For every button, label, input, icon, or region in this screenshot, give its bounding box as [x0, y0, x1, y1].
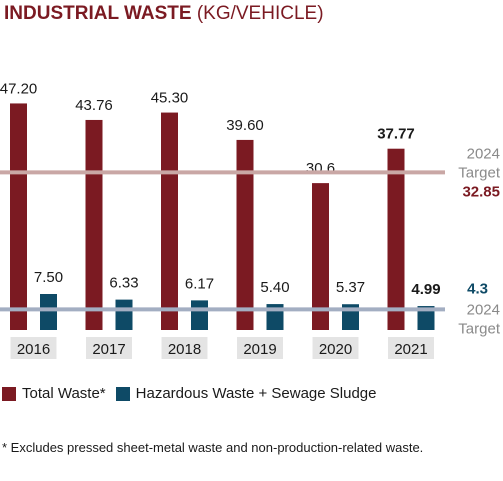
legend-item-total: Total Waste* — [2, 385, 106, 402]
x-tick-label-2020: 2020 — [319, 341, 352, 358]
label-total-2020: 30.6 — [306, 160, 335, 177]
bar-total-2018 — [161, 112, 178, 330]
x-tick-label-2019: 2019 — [243, 341, 276, 358]
label-hazardous-2020: 5.37 — [336, 279, 365, 296]
target-hazardous-word: Target — [458, 320, 501, 337]
label-total-2017: 43.76 — [75, 97, 113, 114]
bar-chart: 47.20 7.50 43.76 6.33 45.30 6.17 39.60 5.40 30.6… — [0, 80, 501, 359]
label-hazardous-2016: 7.50 — [34, 269, 63, 286]
bar-total-2016 — [10, 103, 27, 330]
target-hazardous-year: 2024 — [467, 301, 500, 318]
year-label-bg-2018 — [161, 337, 208, 359]
bar-hazardous-2016 — [40, 294, 57, 330]
chart-title-main: INDUSTRIAL WASTE — [4, 3, 192, 24]
bar-hazardous-2021 — [417, 306, 435, 330]
label-hazardous-2018: 6.17 — [185, 275, 214, 292]
chart-legend: Total Waste* Hazardous Waste + Sewage Sl… — [2, 385, 387, 402]
legend-item-hazardous: Hazardous Waste + Sewage Sludge — [115, 385, 377, 402]
label-total-2018: 45.30 — [151, 90, 189, 107]
legend-swatch-hazardous — [115, 386, 130, 401]
target-total-year: 2024 — [467, 145, 500, 162]
bar-total-2021 — [387, 148, 405, 330]
year-label-bg-2020 — [312, 337, 359, 359]
bar-hazardous-2018 — [191, 300, 208, 330]
chart-title-unit: (KG/VEHICLE) — [196, 3, 324, 24]
label-total-2021: 37.77 — [377, 126, 415, 143]
label-hazardous-2021: 4.99 — [411, 281, 440, 298]
footnote: * Excludes pressed sheet-metal waste and… — [2, 440, 424, 455]
x-tick-label-2018: 2018 — [168, 341, 201, 358]
bar-total-2017 — [85, 119, 103, 331]
bar-total-2020 — [312, 183, 329, 330]
label-hazardous-2017: 6.33 — [109, 275, 138, 292]
x-tick-label-2021: 2021 — [394, 341, 427, 358]
x-tick-label-2017: 2017 — [92, 341, 125, 358]
legend-label-hazardous: Hazardous Waste + Sewage Sludge — [135, 385, 377, 402]
target-total-value: 32.85 — [462, 183, 500, 200]
chart-title: INDUSTRIAL WASTE (KG/VEHICLE) — [4, 3, 324, 25]
legend-swatch-total — [2, 386, 16, 401]
bar-hazardous-2017 — [115, 299, 133, 330]
bar-total-2019 — [236, 139, 254, 330]
label-hazardous-2019: 5.40 — [260, 279, 289, 296]
label-total-2019: 39.60 — [226, 117, 264, 134]
label-total-2016: 47.20 — [0, 80, 37, 97]
x-tick-label-2016: 2016 — [17, 341, 50, 358]
legend-label-total: Total Waste* — [22, 385, 106, 402]
target-hazardous-value: 4.3 — [467, 280, 488, 297]
target-total-word: Target — [458, 164, 501, 181]
year-label-bg-2021 — [388, 337, 434, 359]
year-label-bg-2019 — [237, 337, 283, 359]
year-label-bg-2017 — [86, 337, 132, 359]
year-label-bg-2016 — [10, 337, 57, 359]
